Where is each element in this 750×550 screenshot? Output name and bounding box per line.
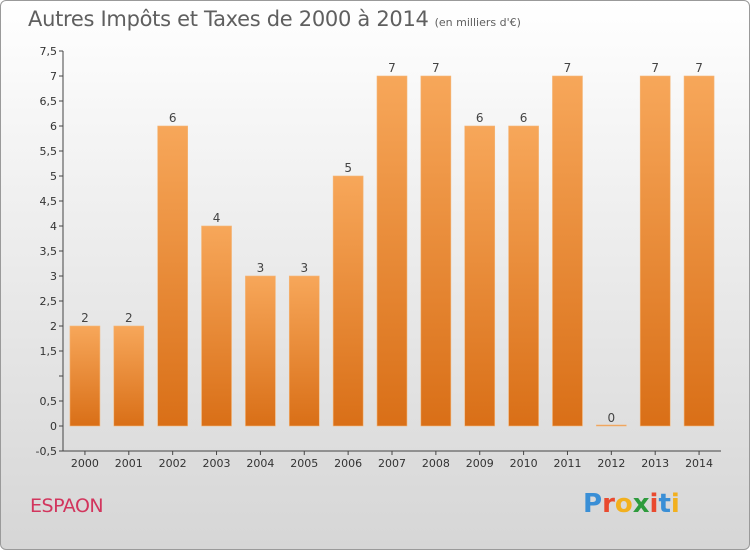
bar-2004: [245, 275, 276, 427]
logo-letter: t: [658, 489, 671, 519]
bar-2002: [157, 125, 188, 427]
x-tick-label-2005: 2005: [290, 457, 318, 470]
x-tick-label-2006: 2006: [334, 457, 362, 470]
data-label-2003: 4: [213, 211, 221, 225]
chart-bars: [69, 75, 715, 427]
bar-2007: [376, 75, 408, 427]
bar-2010: [508, 125, 539, 427]
data-label-2014: 7: [695, 61, 703, 75]
bar-2005: [288, 275, 320, 427]
data-label-2009: 6: [476, 111, 484, 125]
data-label-2007: 7: [388, 61, 396, 75]
chart-title: Autres Impôts et Taxes de 2000 à 2014 (en…: [28, 7, 521, 31]
y-tick-label: 3,5: [40, 245, 58, 258]
data-label-2012: 0: [608, 411, 616, 425]
logo-letter: P: [583, 489, 603, 519]
logo-letter: o: [614, 489, 633, 519]
bar-2012: [596, 424, 627, 427]
x-tick-label-2009: 2009: [466, 457, 494, 470]
logo-letter: x: [632, 489, 650, 519]
y-tick-label: 7,5: [40, 45, 58, 58]
y-tick-label: 7: [50, 70, 57, 83]
data-label-2011: 7: [564, 61, 572, 75]
y-tick-label: 4: [50, 220, 57, 233]
x-tick-label-2003: 2003: [203, 457, 231, 470]
data-label-2005: 3: [300, 261, 308, 275]
x-tick-label-2013: 2013: [641, 457, 669, 470]
bar-2013: [639, 75, 671, 427]
y-tick-label: 4,5: [40, 195, 58, 208]
data-label-2000: 2: [81, 311, 89, 325]
chart-labels: 2 2 6 4 3 3 5 7 7 6 6 7 0 7 7: [81, 61, 703, 425]
y-tick-label: 3: [50, 270, 57, 283]
x-tick-label-2002: 2002: [159, 457, 187, 470]
x-tick-label-2010: 2010: [510, 457, 538, 470]
logo-letter: i: [649, 489, 659, 519]
x-tick-label-2004: 2004: [246, 457, 274, 470]
x-tick-label-2008: 2008: [422, 457, 450, 470]
proxiti-logo: Proxiti: [583, 489, 680, 519]
bar-2014: [683, 75, 715, 427]
y-tick-label: -0,5: [36, 445, 57, 458]
y-tick-label: 2: [50, 320, 57, 333]
data-label-2001: 2: [125, 311, 133, 325]
x-tick-label-2000: 2000: [71, 457, 99, 470]
bar-2003: [201, 225, 232, 427]
y-tick-label: 0: [50, 420, 57, 433]
logo-letter: r: [602, 489, 615, 519]
x-tick-label-2011: 2011: [553, 457, 581, 470]
bar-2000: [69, 325, 101, 427]
chart-axes: -0,5 0 0,5 1,5 2 2,5 3 3,5 4 4,5 5 5,5 6 6,5 7 7,5 2000 2…: [36, 45, 721, 470]
logo-letter: i: [670, 489, 680, 519]
data-label-2002: 6: [169, 111, 177, 125]
bar-2011: [552, 75, 583, 427]
y-tick-label: 5,5: [40, 145, 58, 158]
x-tick-label-2012: 2012: [597, 457, 625, 470]
bar-2009: [464, 125, 496, 427]
x-tick-label-2007: 2007: [378, 457, 406, 470]
data-label-2008: 7: [432, 61, 440, 75]
y-tick-label: 1,5: [40, 345, 58, 358]
y-tick-label: 6,5: [40, 95, 58, 108]
data-label-2004: 3: [257, 261, 265, 275]
x-tick-label-2001: 2001: [115, 457, 143, 470]
x-tick-label-2014: 2014: [685, 457, 713, 470]
data-label-2006: 5: [344, 161, 352, 175]
y-tick-label: 6: [50, 120, 57, 133]
y-tick-label: 0,5: [40, 395, 58, 408]
chart-subtitle: (en milliers d'€): [434, 16, 521, 29]
y-tick-label: 5: [50, 170, 57, 183]
bar-2008: [420, 75, 452, 427]
bar-2006: [332, 175, 364, 427]
bar-2001: [113, 325, 145, 427]
commune-name: ESPAON: [30, 495, 104, 517]
chart-title-text: Autres Impôts et Taxes de 2000 à 2014: [28, 7, 429, 31]
y-tick-label: 2,5: [40, 295, 58, 308]
data-label-2013: 7: [651, 61, 659, 75]
data-label-2010: 6: [520, 111, 528, 125]
